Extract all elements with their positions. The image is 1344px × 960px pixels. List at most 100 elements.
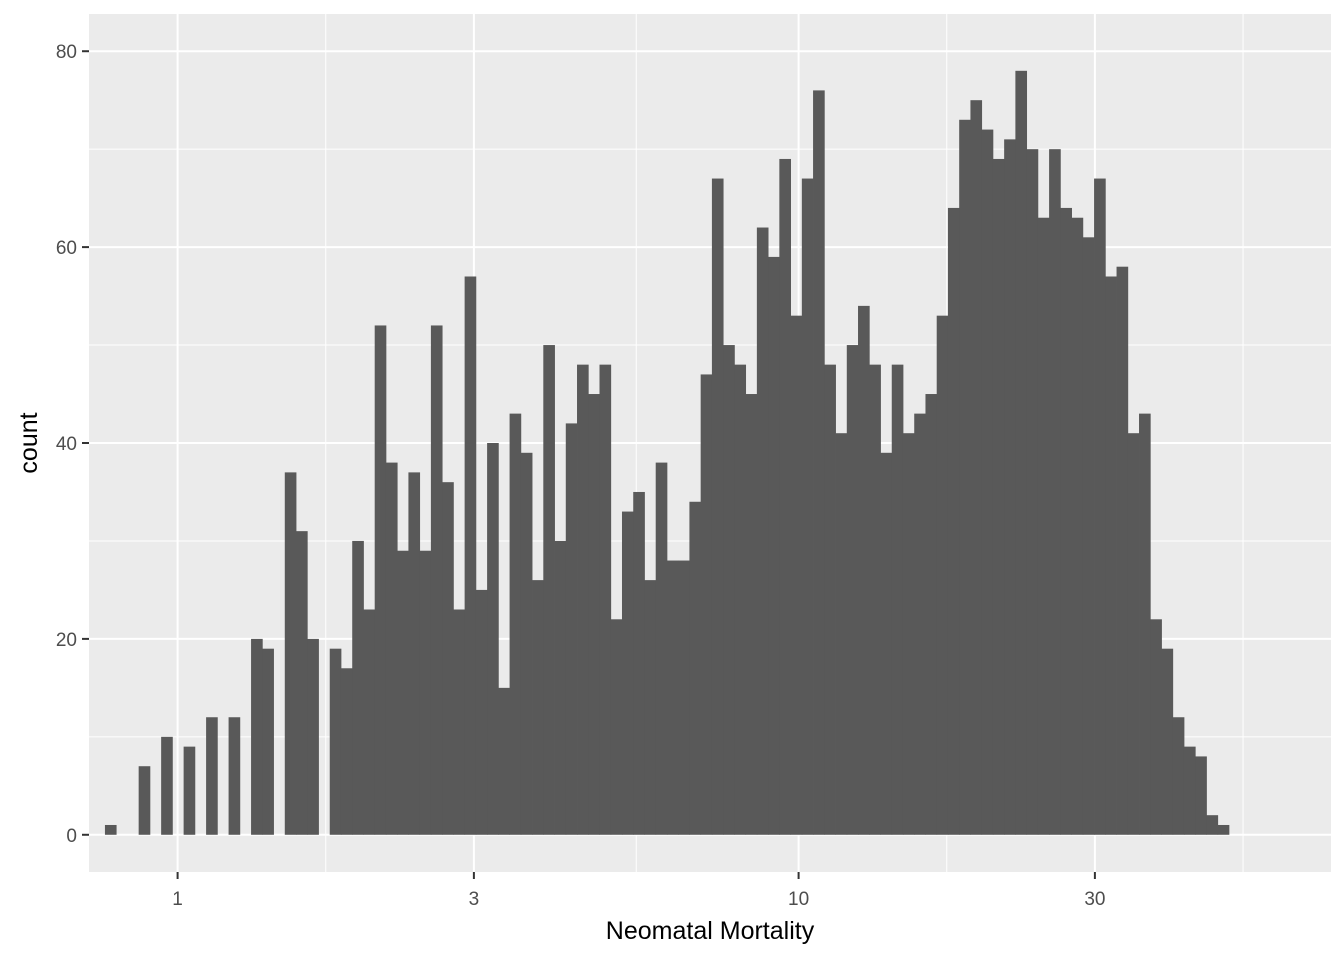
histogram-bar	[453, 609, 466, 835]
histogram-bar	[790, 315, 803, 835]
histogram-bar	[262, 648, 274, 835]
histogram-bar	[858, 305, 870, 835]
histogram-bar	[880, 452, 893, 835]
histogram-bars	[104, 70, 1230, 835]
histogram-bar	[183, 746, 196, 835]
histogram-bar	[1071, 217, 1084, 835]
histogram-bar	[1116, 266, 1129, 835]
histogram-bar	[1127, 433, 1140, 835]
histogram-bar	[1060, 207, 1072, 835]
y-axis: 0 20 40 60 80	[56, 42, 89, 847]
histogram-bar	[1015, 70, 1028, 835]
histogram-bar	[891, 364, 904, 835]
histogram-bar	[981, 129, 994, 835]
histogram-bar	[363, 609, 376, 835]
histogram-bar	[565, 423, 578, 835]
histogram-bar	[633, 491, 645, 835]
histogram-bar	[251, 638, 263, 835]
y-axis-title: count	[15, 412, 43, 473]
histogram-bar	[1195, 756, 1207, 835]
x-tick-label: 10	[788, 889, 809, 910]
histogram-bar	[801, 178, 814, 835]
histogram-bar	[621, 511, 634, 835]
histogram-bar	[644, 580, 657, 835]
histogram-bar	[532, 580, 544, 835]
histogram-bar	[385, 462, 398, 835]
histogram-bar	[442, 482, 454, 835]
x-tick-label: 3	[469, 889, 480, 910]
histogram-bar	[768, 256, 780, 835]
histogram-bar	[1161, 648, 1174, 835]
histogram-bar	[869, 364, 881, 835]
x-axis-title: Neomatal Mortality	[606, 917, 815, 945]
histogram-bar	[464, 276, 477, 835]
histogram-bar	[734, 364, 747, 835]
histogram-bar	[104, 824, 117, 835]
histogram-bar	[678, 560, 690, 835]
histogram-bar	[397, 550, 409, 835]
histogram-bar	[723, 345, 735, 835]
histogram-bar	[340, 668, 353, 835]
histogram-bar	[430, 325, 443, 835]
histogram-bar	[745, 394, 758, 835]
histogram-bar	[936, 315, 949, 835]
histogram-bar	[1172, 717, 1185, 835]
histogram-bar	[161, 736, 173, 835]
histogram-bar	[835, 433, 848, 835]
histogram-bar	[1082, 237, 1095, 835]
histogram-bar	[1139, 413, 1151, 835]
histogram-bar	[711, 178, 724, 835]
histogram-bar	[813, 90, 825, 835]
histogram-bar	[779, 158, 791, 835]
histogram-bar	[666, 560, 679, 835]
histogram-bar	[352, 540, 364, 835]
histogram-bar	[577, 364, 589, 835]
histogram-bar	[284, 472, 297, 835]
histogram-bar	[1037, 217, 1050, 835]
histogram-bar	[599, 364, 612, 835]
histogram-bar	[914, 413, 926, 835]
y-tick-label: 80	[56, 42, 77, 63]
x-tick-label: 30	[1084, 889, 1105, 910]
y-tick-label: 0	[66, 826, 77, 847]
histogram-bar	[756, 227, 769, 835]
histogram-bar	[824, 364, 836, 835]
histogram-bar	[498, 687, 510, 835]
histogram-bar	[408, 472, 421, 835]
x-axis: 1 3 10 30	[172, 872, 1105, 910]
histogram-bar	[1004, 139, 1016, 835]
histogram-bar	[206, 717, 218, 835]
histogram-bar	[655, 462, 668, 835]
histogram-bar	[307, 638, 319, 835]
x-tick-label: 1	[172, 889, 183, 910]
histogram-bar	[992, 158, 1005, 835]
histogram-bar	[374, 325, 387, 835]
histogram-bar	[1206, 815, 1219, 835]
histogram-bar	[925, 394, 938, 835]
histogram-bar	[1094, 178, 1106, 835]
histogram-bar	[1183, 746, 1196, 835]
histogram-bar	[228, 717, 241, 835]
histogram-bar	[509, 413, 522, 835]
histogram-bar	[1026, 149, 1039, 835]
histogram-bar	[520, 452, 533, 835]
y-tick-label: 60	[56, 238, 77, 259]
histogram-bar	[475, 589, 488, 835]
histogram-bar	[296, 531, 308, 835]
histogram-bar	[970, 100, 983, 835]
y-tick-label: 40	[56, 434, 77, 455]
histogram-bar	[902, 433, 915, 835]
histogram-bar	[846, 345, 859, 835]
histogram-bar	[543, 345, 555, 835]
histogram-bar	[1049, 149, 1061, 835]
histogram-bar	[419, 550, 432, 835]
histogram-bar	[487, 443, 499, 835]
histogram-bar	[947, 207, 960, 835]
histogram-bar	[700, 374, 713, 835]
histogram-bar	[138, 766, 151, 835]
histogram-bar	[554, 540, 567, 835]
histogram-bar	[329, 648, 342, 835]
y-tick-label: 20	[56, 630, 77, 651]
histogram-bar	[588, 394, 600, 835]
